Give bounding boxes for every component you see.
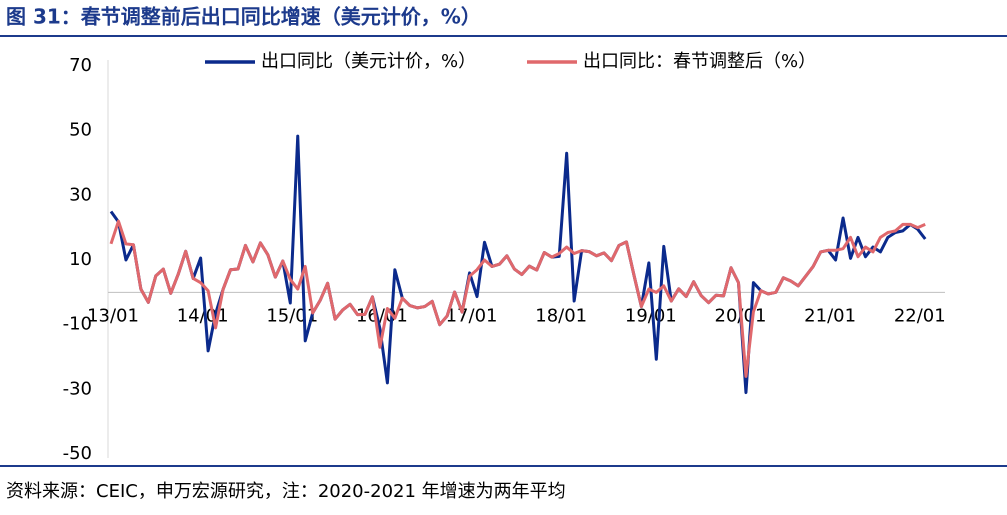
y-tick-label: 70 [69,55,92,76]
y-tick-label: 30 [69,184,92,205]
x-tick-label: 16/01 [356,305,408,326]
x-tick-label: 17/01 [446,305,498,326]
x-tick-label: 13/01 [87,305,139,326]
x-tick-label: 19/01 [625,305,677,326]
x-tick-label: 22/01 [894,305,946,326]
x-tick-label: 21/01 [804,305,856,326]
y-tick-label: -10 [63,314,92,335]
series-line [109,219,926,378]
y-tick-label: -50 [63,443,92,464]
x-tick-label: 18/01 [535,305,587,326]
source-note: 资料来源：CEIC，申万宏源研究，注：2020-2021 年增速为两年平均 [6,481,566,502]
y-tick-label: -30 [63,378,92,399]
legend-label: 出口同比：春节调整后（%） [583,51,816,72]
chart-title: 图 31：春节调整前后出口同比增速（美元计价，%） [6,5,481,29]
y-tick-label: 50 [69,120,92,141]
legend-label: 出口同比（美元计价，%） [261,51,476,72]
y-tick-label: 10 [69,249,92,270]
series-line [109,134,927,395]
